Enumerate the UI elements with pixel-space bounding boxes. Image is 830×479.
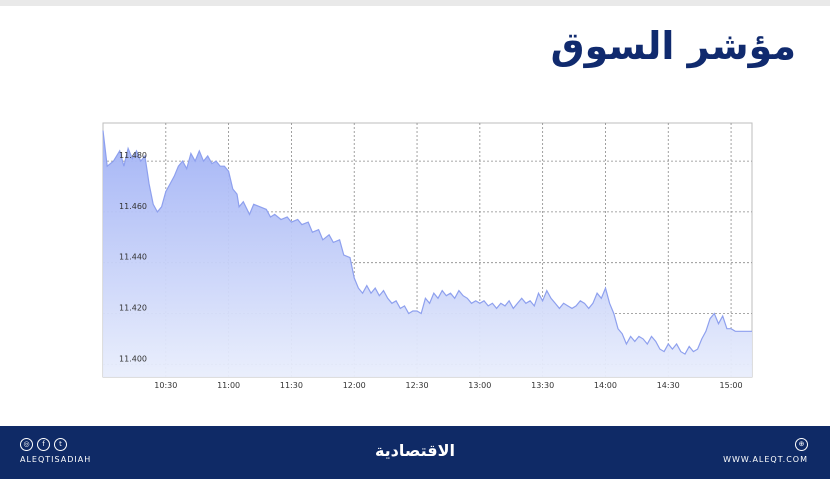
- y-tick-label: 11.420: [119, 304, 147, 313]
- x-tick-label: 11:30: [280, 381, 303, 390]
- x-tick-label: 12:00: [343, 381, 366, 390]
- y-tick-label: 11.460: [119, 202, 147, 211]
- index-line: [102, 130, 752, 355]
- y-tick-label: 11.440: [119, 253, 147, 262]
- x-tick-label: 15:00: [720, 381, 743, 390]
- footer: ◎ f t ALEQTISADIAH الاقتصادية ⊕ WWW.ALEQ…: [0, 426, 830, 479]
- twitter-icon[interactable]: t: [54, 438, 67, 451]
- x-tick-label: 10:30: [154, 381, 177, 390]
- x-tick-label: 11:00: [217, 381, 240, 390]
- chart-title: مؤشر السوق: [550, 24, 796, 68]
- social-handle[interactable]: ALEQTISADIAH: [20, 455, 92, 464]
- x-tick-label: 13:30: [531, 381, 554, 390]
- x-tick-label: 13:00: [468, 381, 491, 390]
- facebook-icon[interactable]: f: [37, 438, 50, 451]
- brand-logo: الاقتصادية: [374, 441, 456, 460]
- y-tick-label: 11.400: [119, 354, 147, 363]
- y-tick-label: 11.480: [119, 151, 147, 160]
- x-tick-label: 14:30: [657, 381, 680, 390]
- top-strip: [0, 0, 830, 6]
- index-area: [103, 130, 752, 377]
- globe-icon: ⊕: [795, 438, 808, 451]
- x-tick-label: 12:30: [406, 381, 429, 390]
- website-link[interactable]: WWW.ALEQT.COM: [723, 455, 808, 464]
- footer-right: ⊕ WWW.ALEQT.COM: [723, 438, 808, 464]
- instagram-icon[interactable]: ◎: [20, 438, 33, 451]
- footer-left: ◎ f t ALEQTISADIAH: [20, 438, 91, 464]
- index-chart: 11.400 11.420 11.440 11.460 11.480 10:30 11:0…: [102, 122, 753, 390]
- x-tick-label: 14:00: [594, 381, 617, 390]
